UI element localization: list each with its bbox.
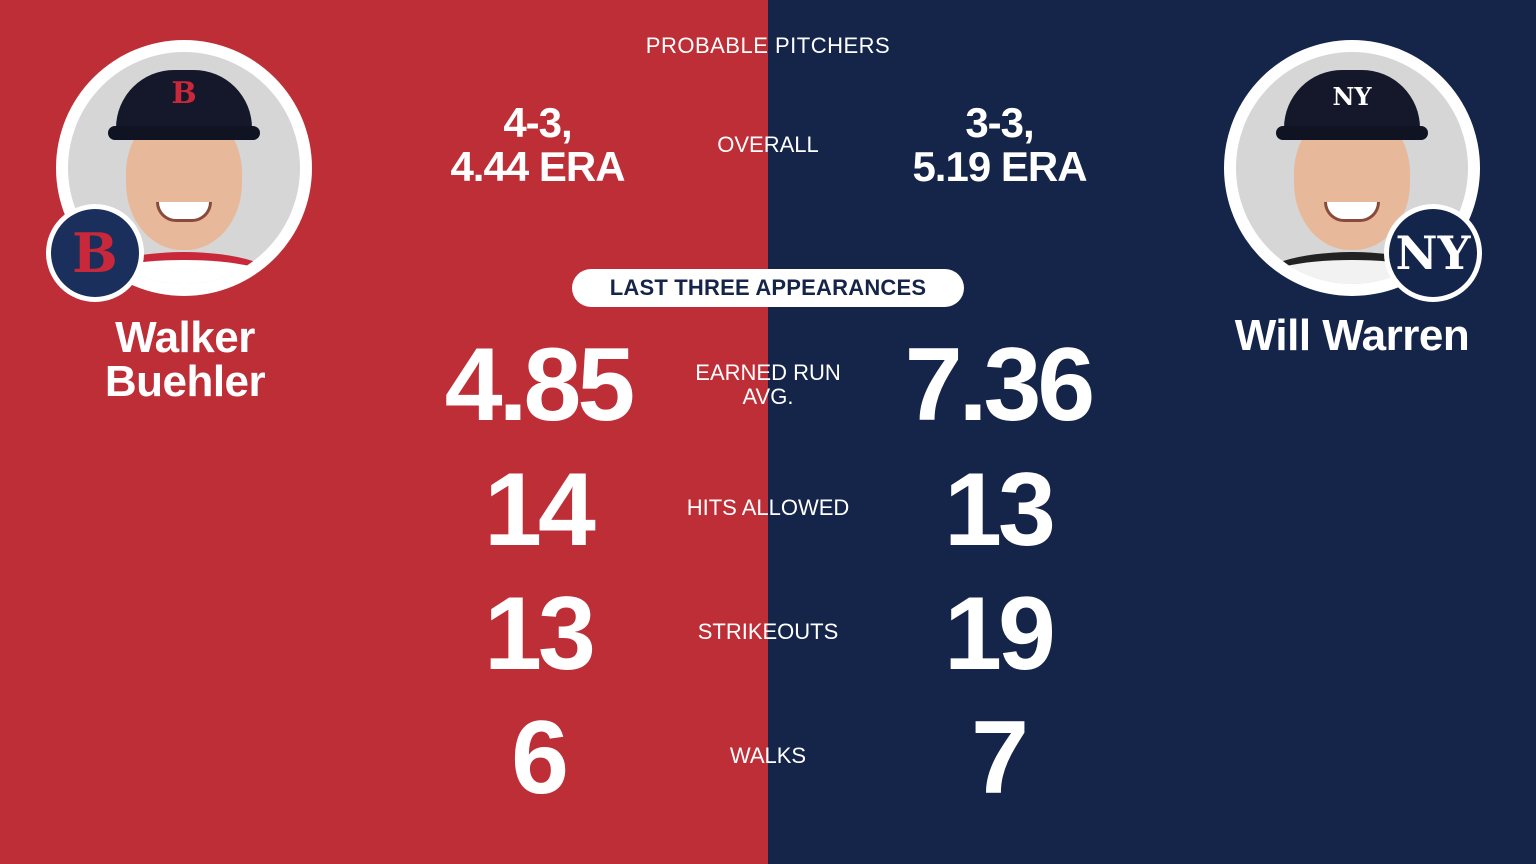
stat-row-strikeouts: 13 STRIKEOUTS 19: [0, 574, 1536, 694]
stat-label: WALKS: [729, 743, 807, 768]
away-stat-value: 6: [511, 700, 569, 816]
name-last: Buehler: [104, 357, 266, 406]
overall-label: OVERALL: [717, 132, 819, 157]
stat-row-hits-allowed: 14 HITS ALLOWED 13: [0, 450, 1536, 570]
team-logo-glyph: NY: [1389, 209, 1477, 297]
cap-logo-icon: NY: [1332, 82, 1372, 111]
stat-row-walks: 6 WALKS 7: [0, 698, 1536, 818]
section-header-pill: LAST THREE APPEARANCES: [572, 269, 964, 307]
stat-label: EARNED RUN AVG.: [648, 361, 888, 409]
home-player-name: Will Warren: [1234, 311, 1470, 360]
home-overall-record: 3-3, 5.19 ERA: [862, 101, 1137, 189]
away-stat-value: 14: [484, 452, 596, 568]
page-title: PROBABLE PITCHERS: [645, 33, 891, 58]
away-overall-record: 4-3, 4.44 ERA: [400, 101, 675, 189]
record: 3-3,: [965, 99, 1034, 146]
home-stat-value: 7.36: [904, 327, 1095, 443]
home-player-avatar: NY: [1224, 40, 1480, 296]
cap-brim: [108, 126, 260, 140]
name-first: Walker: [115, 313, 255, 362]
record: 4-3,: [503, 99, 572, 146]
cap-logo-icon: B: [171, 76, 197, 111]
stat-label-line2: AVG.: [742, 384, 794, 409]
home-stat-value: 19: [944, 576, 1056, 692]
home-stat-value: 13: [944, 452, 1056, 568]
era: 5.19 ERA: [912, 143, 1087, 190]
away-stat-value: 13: [484, 576, 596, 692]
stat-label: HITS ALLOWED: [686, 495, 850, 520]
cap-brim: [1276, 126, 1428, 140]
stat-label: STRIKEOUTS: [697, 619, 839, 644]
stat-label-line1: EARNED RUN: [695, 360, 841, 385]
era: 4.44 ERA: [450, 143, 625, 190]
team-logo-glyph: B: [51, 209, 139, 297]
red-sox-logo-icon: B: [46, 204, 144, 302]
away-stat-value: 4.85: [444, 327, 635, 443]
home-stat-value: 7: [971, 700, 1029, 816]
yankees-logo-icon: NY: [1384, 204, 1482, 302]
away-player-name: Walker Buehler: [60, 316, 310, 404]
stat-row-era: 4.85 EARNED RUN AVG. 7.36: [0, 325, 1536, 445]
